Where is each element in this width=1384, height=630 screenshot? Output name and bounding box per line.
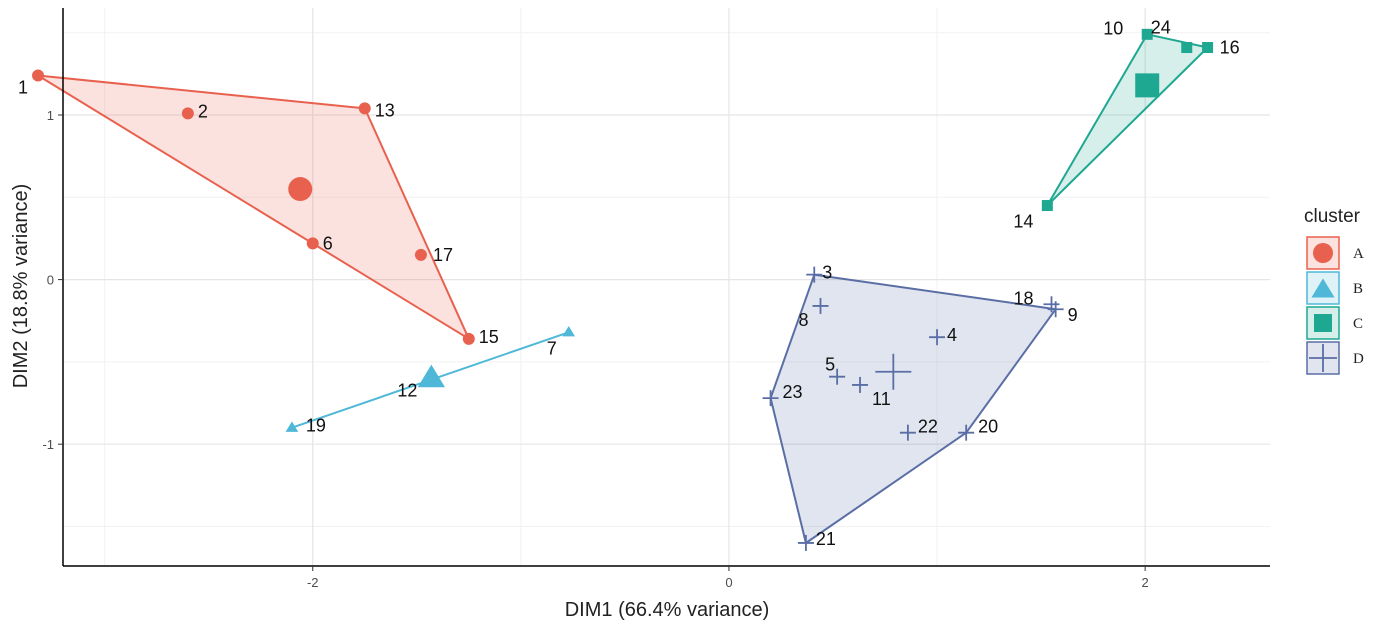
data-point-a bbox=[462, 332, 475, 345]
point-label: 8 bbox=[798, 310, 808, 330]
point-label: 3 bbox=[822, 263, 832, 283]
legend-title: cluster bbox=[1304, 206, 1361, 227]
point-label: 6 bbox=[323, 233, 333, 253]
x-tick-label: -2 bbox=[307, 575, 319, 590]
legend-key-symbol bbox=[1311, 278, 1335, 298]
point-label: 13 bbox=[375, 100, 395, 120]
point-label: 1 bbox=[18, 77, 28, 97]
legend-label: D bbox=[1353, 351, 1364, 367]
data-points bbox=[32, 28, 1214, 551]
cluster-hulls bbox=[37, 33, 1209, 544]
legend-key-symbol bbox=[1313, 243, 1333, 263]
data-point-c bbox=[1202, 42, 1214, 54]
data-point-a bbox=[32, 69, 45, 82]
cluster-hull-d bbox=[769, 273, 1057, 544]
point-label: 16 bbox=[1220, 38, 1240, 58]
x-tick-label: 2 bbox=[1142, 575, 1149, 590]
data-point-b bbox=[285, 421, 299, 432]
data-point-d bbox=[1047, 301, 1064, 318]
legend-label: C bbox=[1353, 316, 1363, 332]
y-tick-label: -1 bbox=[42, 437, 54, 452]
point-label: 10 bbox=[1103, 18, 1123, 38]
point-label: 19 bbox=[306, 416, 326, 436]
point-label: 14 bbox=[1013, 212, 1033, 232]
point-label: 18 bbox=[1013, 288, 1033, 308]
grid bbox=[63, 8, 1270, 566]
point-label: 11 bbox=[872, 389, 891, 409]
legend-item-c: C bbox=[1306, 306, 1363, 340]
point-label: 15 bbox=[479, 327, 499, 347]
legend-key-symbol bbox=[1309, 344, 1337, 372]
point-label: 5 bbox=[825, 355, 835, 375]
data-point-d bbox=[899, 424, 916, 441]
cluster-centroid-c bbox=[1135, 73, 1160, 98]
legend-label: B bbox=[1353, 281, 1363, 297]
data-point-d bbox=[812, 297, 829, 314]
data-point-d bbox=[806, 266, 823, 283]
legend-label: A bbox=[1353, 246, 1364, 262]
y-tick-label: 1 bbox=[47, 108, 54, 123]
legend: cluster A B C D bbox=[1304, 206, 1364, 375]
data-point-d bbox=[829, 368, 846, 385]
cluster-centroid-b bbox=[417, 364, 445, 388]
cluster-centroid-d bbox=[875, 353, 912, 390]
legend-key-symbol bbox=[1314, 314, 1332, 332]
point-label: 4 bbox=[947, 325, 957, 345]
point-label: 17 bbox=[433, 245, 453, 265]
point-label: 2 bbox=[198, 101, 208, 121]
point-label: 20 bbox=[978, 417, 998, 437]
point-label: 12 bbox=[397, 380, 417, 400]
x-tick-label: 0 bbox=[725, 575, 732, 590]
data-point-d bbox=[797, 534, 814, 551]
cluster-hull-c bbox=[1046, 33, 1209, 207]
y-axis-title: DIM2 (18.8% variance) bbox=[10, 184, 32, 389]
cluster-centroid-a bbox=[288, 177, 313, 202]
data-point-a bbox=[358, 102, 371, 115]
data-point-b bbox=[562, 325, 575, 337]
data-point-c bbox=[1181, 42, 1193, 54]
point-label: 7 bbox=[547, 338, 557, 358]
legend-item-d: D bbox=[1306, 341, 1364, 375]
data-point-a bbox=[414, 248, 427, 261]
data-point-a bbox=[181, 107, 194, 120]
point-label: 9 bbox=[1068, 305, 1078, 325]
data-point-d bbox=[762, 390, 779, 407]
axes: -2 0 2 -1 0 1 bbox=[42, 8, 1270, 590]
legend-item-a: A bbox=[1306, 236, 1364, 270]
point-label: 24 bbox=[1151, 18, 1171, 38]
data-point-c bbox=[1041, 200, 1053, 212]
data-point-c bbox=[1141, 28, 1153, 40]
data-point-d bbox=[929, 329, 946, 346]
cluster-hull-a bbox=[37, 74, 470, 340]
x-axis-title: DIM1 (66.4% variance) bbox=[565, 599, 770, 621]
legend-item-b: B bbox=[1306, 271, 1363, 305]
data-point-d bbox=[958, 424, 975, 441]
data-point-d bbox=[852, 376, 869, 393]
y-tick-label: 0 bbox=[47, 273, 54, 288]
point-label: 23 bbox=[783, 382, 803, 402]
point-label: 21 bbox=[816, 529, 836, 549]
point-label: 22 bbox=[918, 417, 938, 437]
data-point-a bbox=[306, 237, 319, 250]
